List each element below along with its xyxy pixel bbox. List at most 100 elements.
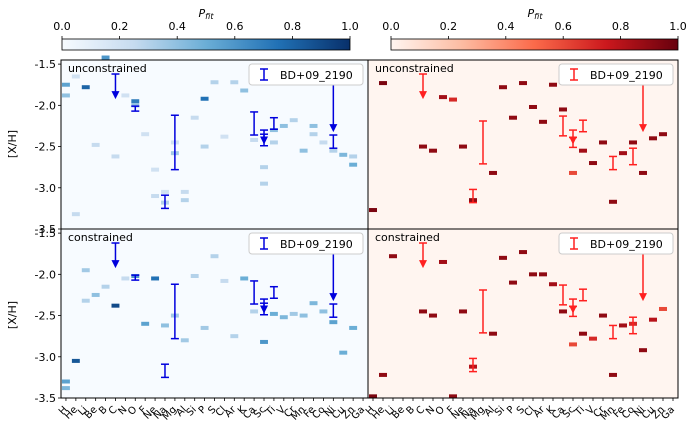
heatmap-cell-f — [141, 132, 150, 137]
heatmap-cell-ca — [559, 107, 567, 112]
heatmap-cell-s — [210, 80, 219, 85]
heatmap-cell-li — [389, 254, 397, 259]
heatmap-cell-si — [190, 115, 199, 120]
colorbar-red — [390, 38, 679, 51]
y-axis-label-bottom: [X/H] — [6, 301, 19, 329]
y-tick-label: -3.0 — [35, 182, 56, 195]
heatmap-cell-n — [429, 313, 437, 318]
heatmap-cell-zn — [349, 162, 358, 167]
x-tick-label-be: Be — [390, 404, 407, 421]
heatmap-cell-cl — [529, 104, 537, 109]
heatmap-cell-zn — [659, 306, 667, 311]
heatmap-cell-sc — [569, 342, 577, 347]
panel-title: constrained — [375, 231, 440, 244]
heatmap-cell-k — [549, 282, 557, 287]
heatmap-cell-h — [61, 386, 70, 391]
heatmap-cell-p — [200, 325, 209, 330]
panel-tr: unconstrained BD+09_2190 — [367, 59, 679, 230]
heatmap-cell-ca — [250, 137, 259, 142]
heatmap-cell-ni — [329, 148, 338, 153]
heatmap-cell-ne — [459, 144, 467, 149]
upper-limit-arrow-icon — [419, 91, 427, 100]
panel-title: unconstrained — [375, 62, 454, 75]
heatmap-cell-zn — [349, 154, 358, 159]
legend-label: BD+09_2190 — [590, 69, 663, 82]
heatmap-cell-ca — [250, 309, 259, 314]
heatmap-cell-fe — [309, 123, 318, 128]
x-tick-label-ti: Ti — [573, 404, 588, 419]
legend-label: BD+09_2190 — [280, 69, 353, 82]
legend-box — [248, 232, 364, 255]
panel-title: unconstrained — [68, 62, 147, 75]
heatmap-cell-c — [111, 154, 120, 159]
y-tick-label: -2.0 — [35, 99, 56, 112]
upper-limit-arrow-icon — [260, 305, 269, 314]
heatmap-cell-p — [200, 144, 209, 149]
heatmap-cell-al — [180, 189, 189, 194]
heatmap-cell-li — [81, 85, 90, 90]
heatmap-cell-be — [91, 292, 100, 297]
heatmap-cell-ne — [459, 309, 467, 314]
heatmap-cell-k — [240, 88, 249, 93]
heatmap-cell-si — [499, 255, 507, 260]
heatmap-cell-he — [71, 358, 80, 363]
heatmap-cell-sc — [260, 339, 268, 344]
heatmap-cell-ni — [639, 170, 647, 175]
heatmap-cell-fe — [619, 151, 627, 156]
colorbar-tick-label: 0.6 — [554, 20, 572, 33]
colorbar-tick-label: 0.4 — [497, 20, 515, 33]
legend-box — [248, 63, 364, 86]
heatmap-cell-cl — [220, 278, 229, 283]
legend-box — [558, 63, 674, 86]
heatmap-cell-sc — [260, 181, 268, 186]
panel-tl: unconstrained BD+09_2190 -1.5 -2.0 -2.5 -3.0 -… — [35, 55, 369, 236]
colorbar-tick-label: 0.6 — [226, 20, 244, 33]
x-tick-label-o: O — [434, 404, 447, 417]
heatmap-cell-h — [61, 82, 70, 87]
colorbar-tick-label: 0.4 — [168, 20, 186, 33]
heatmap-cell-v — [589, 336, 597, 341]
heatmap-cell-o — [439, 259, 447, 264]
colorbar-tick-label: 0.8 — [612, 20, 630, 33]
heatmap-cell-al — [489, 331, 497, 336]
upper-limit-arrow-icon — [260, 136, 269, 145]
heatmap-cell-c — [111, 303, 120, 308]
panel-background — [368, 229, 678, 398]
heatmap-cell-mn — [299, 148, 308, 153]
heatmap-cell-li — [81, 298, 90, 303]
heatmap-cell-cr — [289, 118, 298, 123]
colorbar-tick-label: 0.8 — [284, 20, 302, 33]
heatmap-cell-na — [161, 323, 169, 328]
heatmap-cell-ti — [269, 311, 278, 316]
heatmap-cell-ni — [639, 348, 647, 353]
y-tick-label: -2.0 — [35, 268, 56, 281]
x-tick-label-ga: Ga — [660, 404, 678, 422]
colorbar-tick-label: 0.2 — [440, 20, 458, 33]
upper-limit-arrow-icon — [569, 136, 577, 145]
x-tick-label-ga: Ga — [350, 404, 368, 422]
y-tick-label: -3.5 — [35, 223, 56, 236]
heatmap-cell-v — [589, 161, 597, 166]
heatmap-cell-s — [519, 81, 527, 86]
heatmap-cell-ti — [579, 331, 587, 336]
x-tick-label-he: He — [63, 404, 80, 421]
heatmap-cell-b — [101, 284, 110, 289]
heatmap-cell-f — [449, 394, 457, 399]
heatmap-cell-h — [61, 93, 70, 98]
heatmap-cell-fe — [309, 132, 318, 137]
panel-background — [61, 60, 368, 229]
heatmap-cell-p — [509, 280, 517, 285]
heatmap-cell-mn — [299, 313, 308, 318]
panel-background — [368, 60, 678, 229]
heatmap-cell-co — [629, 140, 637, 145]
heatmap-cell-ne — [151, 194, 160, 199]
panel-bl: constrained BD+09_2190 -1.5 -2.0 -2.5 -3.0 -3.… — [35, 227, 369, 423]
heatmap-cell-ca — [559, 309, 567, 314]
colorbar-tick-label: 0.0 — [53, 20, 71, 33]
upper-limit-arrow-icon — [329, 124, 338, 133]
x-tick-label-si: Si — [493, 404, 507, 418]
heatmap-cell-zn — [349, 325, 358, 330]
heatmap-cell-b — [101, 55, 110, 60]
heatmap-cell-s — [210, 254, 219, 259]
